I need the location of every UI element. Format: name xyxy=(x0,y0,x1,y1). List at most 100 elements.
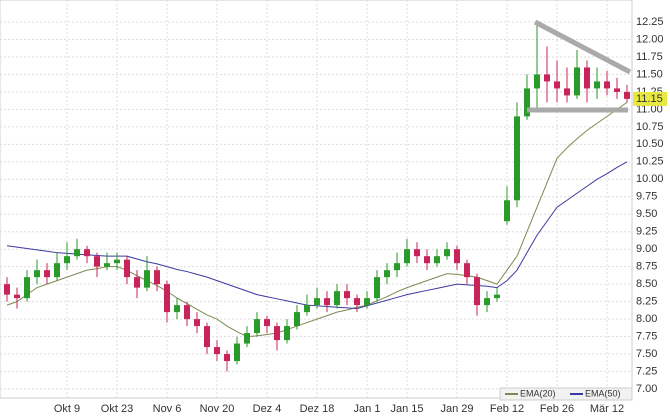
candle-body xyxy=(454,249,460,264)
candle-body xyxy=(434,256,440,264)
candle-body xyxy=(444,249,450,257)
candle-body xyxy=(624,91,630,99)
x-tick-label: Dez 4 xyxy=(253,403,282,415)
legend-label: EMA(50) xyxy=(585,388,621,398)
y-tick-label: 12.25 xyxy=(636,16,664,28)
candle-body xyxy=(464,263,470,278)
candle-body xyxy=(314,298,320,306)
candle-body xyxy=(204,326,210,348)
candle-body xyxy=(234,343,240,362)
candle-body xyxy=(254,319,260,334)
candle-body xyxy=(424,256,430,264)
y-tick-label: 7.50 xyxy=(636,348,657,360)
candle-body xyxy=(324,298,330,306)
legend-label: EMA(20) xyxy=(520,388,556,398)
candle-body xyxy=(584,67,590,89)
y-tick-label: 8.00 xyxy=(636,313,657,325)
candle-body xyxy=(304,305,310,313)
candle-body xyxy=(284,326,290,341)
y-tick-label: 11.75 xyxy=(636,51,663,63)
y-tick-label: 8.75 xyxy=(636,261,657,273)
candle-body xyxy=(134,277,140,288)
candle-body xyxy=(274,326,280,341)
candle-body xyxy=(614,88,620,92)
candle-body xyxy=(54,263,60,278)
y-tick-label: 9.00 xyxy=(636,243,657,255)
candle-body xyxy=(344,291,350,299)
candles xyxy=(4,22,630,372)
candle-body xyxy=(214,347,220,355)
candle-body xyxy=(154,270,160,285)
candle-body xyxy=(264,319,270,327)
candle-body xyxy=(144,270,150,288)
y-tick-label: 9.75 xyxy=(636,191,657,203)
x-tick-label: Jan 15 xyxy=(390,403,423,415)
candle-body xyxy=(14,294,20,299)
x-tick-label: Mär 12 xyxy=(590,403,624,415)
x-tick-label: Jan 29 xyxy=(440,403,473,415)
x-tick-label: Okt 23 xyxy=(101,403,133,415)
candle-body xyxy=(604,81,610,89)
candle-body xyxy=(414,249,420,257)
x-tick-label: Dez 18 xyxy=(300,403,335,415)
y-tick-label: 7.75 xyxy=(636,330,657,342)
candle-body xyxy=(544,74,550,82)
candle-body xyxy=(404,249,410,264)
candle-body xyxy=(494,294,500,299)
trendline-upper xyxy=(533,19,632,75)
y-tick-label: 10.75 xyxy=(636,121,664,133)
y-tick-label: 8.25 xyxy=(636,296,657,308)
y-tick-label: 10.25 xyxy=(636,156,664,168)
candle-body xyxy=(224,354,230,362)
candle-body xyxy=(34,270,40,278)
candle-body xyxy=(484,298,490,306)
legend-box xyxy=(499,387,633,401)
legend: EMA(20) EMA(50) xyxy=(499,387,633,401)
grid xyxy=(0,0,632,398)
candle-body xyxy=(374,277,380,299)
y-tick-label: 11.00 xyxy=(636,103,663,115)
candle-body xyxy=(24,277,30,299)
candle-body xyxy=(394,263,400,271)
candle-body xyxy=(334,291,340,306)
candle-body xyxy=(514,116,520,201)
candle-body xyxy=(354,298,360,306)
candle-body xyxy=(244,333,250,344)
candle-body xyxy=(74,249,80,257)
candle-body xyxy=(164,284,170,313)
axes: 7.00 7.25 7.50 7.75 8.00 8.25 8.50 8.75 9.00 9.25… xyxy=(54,16,667,415)
candle-body xyxy=(114,259,120,264)
candle-body xyxy=(44,270,50,278)
y-tick-label: 10.50 xyxy=(636,138,664,150)
candle-body xyxy=(174,305,180,313)
candle-body xyxy=(524,88,530,117)
candle-body xyxy=(294,312,300,327)
candle-body xyxy=(364,298,370,306)
y-tick-label: 7.00 xyxy=(636,383,657,395)
x-tick-label: Jan 1 xyxy=(354,403,381,415)
ema-line xyxy=(6,101,628,338)
candle-body xyxy=(64,256,70,264)
last-value-box xyxy=(633,91,667,106)
x-tick-label: Feb 26 xyxy=(540,403,574,415)
plot-area xyxy=(0,0,633,399)
candle-body xyxy=(534,74,540,89)
y-tick-label: 8.50 xyxy=(636,278,657,290)
y-tick-label: 9.25 xyxy=(636,226,657,238)
candle-body xyxy=(94,256,100,267)
candle-body xyxy=(574,67,580,96)
y-tick-label: 7.25 xyxy=(636,365,657,377)
last-value-label: 11.15 xyxy=(636,93,663,105)
y-tick-label: 10.00 xyxy=(636,173,664,185)
candle-body xyxy=(504,200,510,222)
candle-body xyxy=(84,249,90,257)
x-tick-label: Nov 6 xyxy=(153,403,182,415)
x-tick-label: Feb 12 xyxy=(490,403,524,415)
candle-body xyxy=(474,277,480,306)
y-tick-label: 11.50 xyxy=(636,68,663,80)
y-tick-label: 12.00 xyxy=(636,33,664,45)
candle-body xyxy=(124,259,130,278)
candle-body xyxy=(4,284,10,295)
candle-body xyxy=(554,81,560,89)
